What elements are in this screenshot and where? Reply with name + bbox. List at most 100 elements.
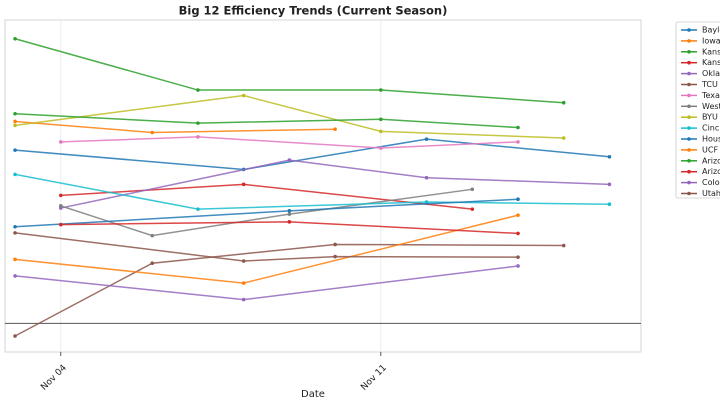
x-axis-label: Date (301, 389, 325, 400)
legend-marker (687, 93, 691, 98)
legend-marker (687, 191, 691, 196)
data-point (516, 197, 520, 202)
legend-marker (687, 104, 691, 109)
chart-title: Big 12 Efficiency Trends (Current Season… (179, 4, 448, 18)
data-point (561, 136, 566, 140)
data-point (561, 100, 566, 105)
data-point (58, 204, 63, 208)
data-point (13, 274, 17, 278)
series-line (14, 214, 519, 284)
data-point (196, 88, 200, 92)
data-point (333, 254, 337, 259)
series-line (14, 232, 519, 262)
data-point (333, 242, 337, 247)
data-point (13, 148, 17, 152)
data-point (150, 261, 155, 266)
legend-marker (687, 39, 691, 43)
data-point (287, 209, 292, 213)
legend: BayloIowa Kansa Kansa Oklah TCU Texas West BYU C… (675, 21, 720, 199)
series-line (60, 136, 519, 149)
data-point (241, 93, 246, 98)
series-line (14, 265, 519, 301)
plot-frame (4, 19, 642, 353)
data-point (58, 222, 63, 227)
legend-marker (687, 28, 691, 32)
data-point (607, 154, 612, 159)
data-point (241, 297, 246, 302)
legend-marker (687, 82, 691, 87)
data-point (287, 158, 292, 162)
data-point (13, 225, 17, 229)
data-point (470, 187, 475, 192)
series-line (15, 113, 519, 129)
legend-label: Iowa (702, 36, 720, 45)
data-point (196, 135, 200, 139)
x-tick-label: Nov 04 (39, 363, 69, 393)
x-tick-label: Nov 11 (359, 363, 389, 393)
data-point (13, 119, 17, 124)
series-line (14, 38, 564, 104)
legend-marker (687, 115, 691, 119)
legend-label: West (702, 102, 720, 111)
legend-marker (687, 126, 691, 130)
data-point (241, 182, 246, 187)
legend-marker (687, 71, 691, 76)
data-point (607, 202, 612, 206)
series-line (14, 243, 564, 337)
legend-label: Utah (702, 189, 720, 198)
data-point (58, 140, 63, 144)
data-point (516, 231, 520, 236)
legend-label: Oklah (702, 69, 720, 78)
legend-label: Arizo (702, 167, 720, 176)
data-point (516, 264, 520, 268)
data-point (516, 213, 520, 218)
series-line (14, 120, 336, 134)
legend-marker (687, 148, 691, 152)
data-point (470, 207, 475, 211)
legend-label: Color (702, 178, 720, 187)
legend-label: Texas (701, 91, 720, 100)
legend-box (675, 21, 720, 199)
legend-label: Arizo (702, 156, 720, 165)
series-line (60, 159, 610, 209)
legend-label: Hous (702, 135, 720, 144)
data-point (150, 130, 155, 135)
legend-label: Kansa (702, 47, 720, 56)
legend-label: BYU (702, 113, 718, 122)
data-point (13, 111, 17, 116)
data-point (561, 243, 566, 248)
data-point (379, 88, 383, 92)
series-line (14, 173, 610, 210)
data-point (424, 137, 429, 141)
data-point (13, 172, 17, 177)
data-point (516, 140, 520, 144)
data-point (13, 334, 17, 338)
legend-label: UCF (702, 145, 718, 154)
legend-marker (687, 60, 691, 65)
data-point (379, 117, 383, 122)
data-point (379, 146, 383, 150)
data-point (13, 123, 17, 128)
legend-marker (687, 159, 691, 163)
legend-marker (687, 180, 691, 185)
data-point (58, 193, 63, 198)
data-point (516, 255, 520, 259)
data-point (241, 281, 246, 285)
data-point (287, 212, 292, 216)
data-point (196, 121, 200, 125)
legend-label: TCU (701, 80, 718, 89)
data-point (196, 207, 200, 211)
series-line (14, 94, 564, 139)
data-point (607, 182, 612, 187)
data-point (150, 233, 155, 238)
legend-label: Kansa (702, 58, 720, 67)
series-line (14, 138, 610, 171)
legend-label: Cinci (702, 124, 720, 133)
legend-marker (687, 169, 691, 174)
data-point (13, 257, 17, 262)
data-point (241, 259, 246, 263)
legend-marker (687, 50, 691, 54)
data-point (13, 231, 17, 235)
